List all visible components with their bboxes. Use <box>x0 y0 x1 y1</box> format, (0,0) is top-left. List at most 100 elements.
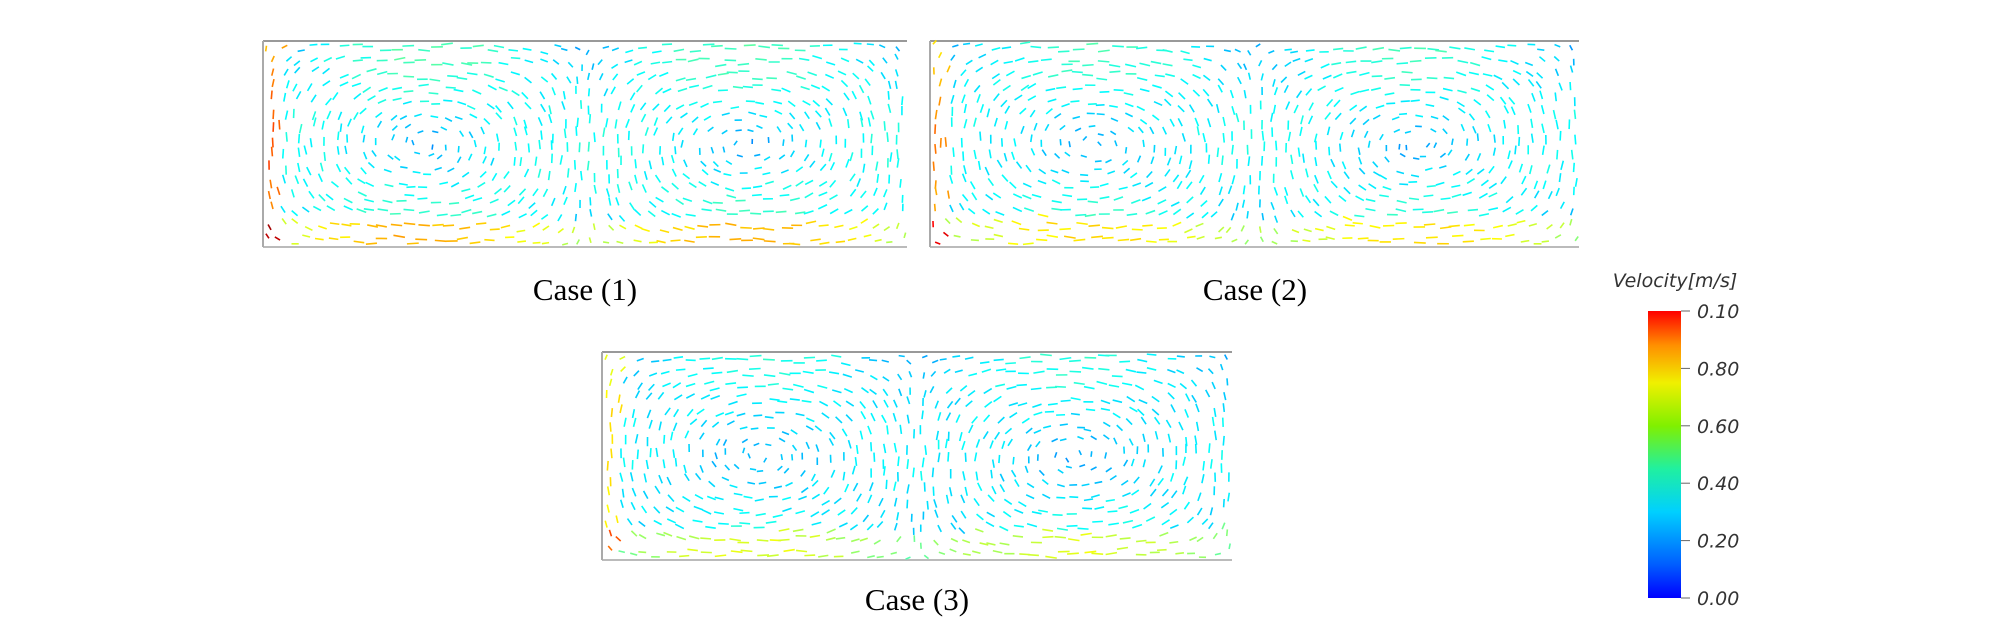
vector <box>1355 46 1367 50</box>
vector <box>737 386 748 389</box>
vector <box>1410 174 1420 178</box>
vector <box>1020 125 1025 134</box>
vector <box>1457 89 1467 94</box>
vector <box>1130 237 1142 242</box>
vector <box>1188 160 1193 170</box>
vector <box>673 356 684 359</box>
vector <box>1312 198 1320 207</box>
vector <box>1569 65 1574 73</box>
vector <box>1186 196 1194 204</box>
vector <box>1133 476 1140 484</box>
vector <box>960 494 966 504</box>
vector <box>754 153 761 157</box>
vector <box>1201 518 1209 526</box>
vector <box>1124 112 1134 118</box>
vector <box>771 44 783 47</box>
vector <box>593 132 596 143</box>
vector <box>576 239 581 245</box>
vector <box>972 550 981 555</box>
vector <box>1210 211 1218 218</box>
vector <box>618 550 626 554</box>
vector <box>673 394 683 401</box>
vector <box>303 145 308 155</box>
vector <box>284 110 289 120</box>
vector <box>1425 236 1438 239</box>
vector <box>1343 171 1350 180</box>
vector <box>699 465 704 473</box>
vector <box>809 534 821 538</box>
vector <box>1125 63 1137 68</box>
vector <box>922 372 926 379</box>
vector <box>1014 479 1020 487</box>
vector <box>782 496 792 501</box>
vector <box>436 154 443 160</box>
vector <box>856 178 862 187</box>
vector <box>1369 224 1381 229</box>
vector <box>1386 102 1396 105</box>
vector <box>310 94 317 103</box>
vector <box>961 194 969 202</box>
vector <box>1442 87 1453 92</box>
vector <box>310 57 319 63</box>
vector <box>1572 162 1576 173</box>
vector <box>1146 353 1157 356</box>
vector <box>842 373 853 378</box>
vector <box>999 525 1009 532</box>
vector <box>688 101 698 107</box>
vector <box>684 473 690 482</box>
vector <box>795 166 804 173</box>
vector <box>1026 522 1038 528</box>
vector <box>811 479 819 487</box>
vector <box>1541 240 1550 243</box>
vector <box>1146 170 1153 179</box>
vector <box>1014 94 1023 101</box>
vector <box>876 555 884 559</box>
vector <box>749 354 762 358</box>
vector <box>1541 123 1545 134</box>
vector <box>944 137 948 147</box>
vector <box>633 239 642 243</box>
vector <box>329 222 340 226</box>
vector <box>269 179 273 189</box>
vector <box>540 103 547 113</box>
vector <box>344 145 348 155</box>
vector <box>994 431 1001 440</box>
vector <box>588 114 592 124</box>
caption: Case (3) <box>865 582 969 617</box>
vector <box>906 396 911 405</box>
vector <box>896 158 900 168</box>
vector <box>360 125 365 134</box>
vector <box>1207 118 1212 128</box>
vector <box>1129 508 1140 514</box>
vector <box>798 495 807 501</box>
vector <box>1045 555 1057 559</box>
vector <box>1488 207 1499 211</box>
vector <box>1030 45 1042 49</box>
vector <box>937 412 942 421</box>
vector <box>1379 133 1384 141</box>
vector <box>1102 434 1110 440</box>
vector <box>1379 174 1388 180</box>
vector <box>392 86 403 91</box>
vector <box>988 149 992 159</box>
vector <box>985 193 994 201</box>
vector <box>1478 212 1490 217</box>
vector <box>855 58 864 64</box>
vector <box>1094 160 1102 163</box>
vector <box>736 357 749 361</box>
vector <box>292 83 298 92</box>
vector <box>1110 117 1119 122</box>
vector <box>291 218 299 225</box>
vector <box>859 430 864 440</box>
vector <box>976 93 981 103</box>
vector <box>1207 368 1214 375</box>
vector <box>1455 71 1467 77</box>
vector <box>636 71 646 76</box>
vector <box>1230 213 1235 221</box>
vector <box>1314 157 1318 167</box>
vector <box>1559 130 1562 141</box>
vector <box>1346 70 1357 74</box>
vector <box>1295 90 1303 99</box>
vector <box>984 166 990 176</box>
vector <box>1206 98 1214 107</box>
